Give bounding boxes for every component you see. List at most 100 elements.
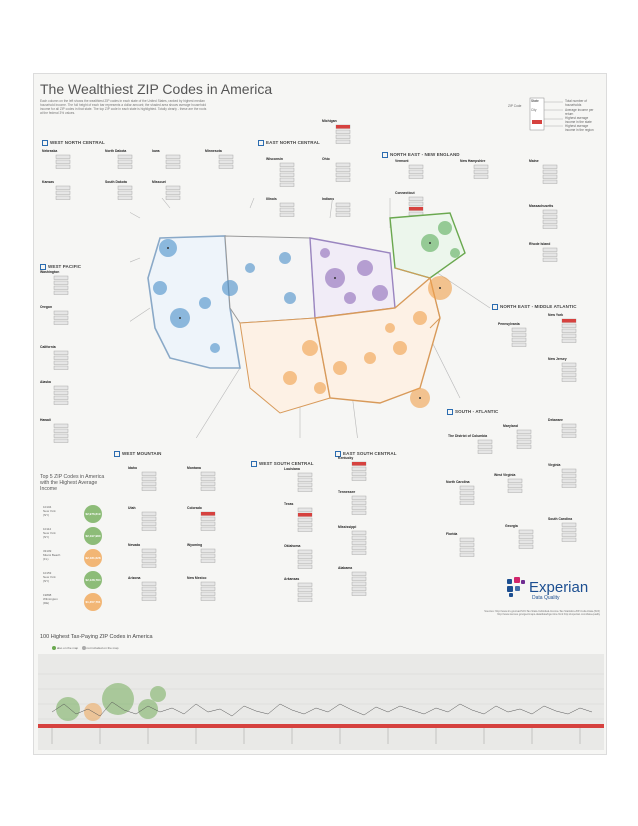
state-name: Utah — [128, 506, 136, 510]
state-name: South Carolina — [548, 517, 573, 521]
bottom-title: 100 Highest Tax-Paying ZIP Codes in Amer… — [40, 634, 153, 640]
state-tile: Alaska — [40, 380, 69, 396]
legend: State ZIP Code City Total number of hous… — [508, 96, 598, 140]
top5-bubble — [84, 527, 102, 545]
state-name: Minnesota — [205, 149, 222, 153]
state-name: New Mexico — [187, 576, 207, 580]
state-name: The District of Columbia — [448, 434, 488, 438]
state-tile: Maine — [529, 159, 558, 175]
top5-label: 10112 New York (NY) — [43, 527, 56, 539]
top5-bubble — [84, 505, 102, 523]
state-tile: Wisconsin — [266, 157, 295, 173]
state-tile: Alabama — [338, 566, 367, 582]
top5-value: $2,181,628 — [85, 556, 101, 560]
top5-value: $2,197,980 — [85, 534, 101, 538]
region-middle-atlantic: NORTH EAST - MIDDLE ATLANTIC — [492, 304, 577, 310]
state-tile: Kentucky — [338, 456, 367, 472]
state-name: Florida — [446, 532, 458, 536]
state-name: Alaska — [40, 380, 51, 384]
state-name: New Hampshire — [460, 159, 486, 163]
top5-bubble — [84, 549, 102, 567]
state-name: Delaware — [548, 418, 563, 422]
page-title: The Wealthiest ZIP Codes in America — [40, 81, 273, 97]
top5-label: 10153 New York (NY) — [43, 571, 56, 583]
legend-state: State — [531, 99, 539, 103]
state-tile: New York — [548, 313, 577, 329]
state-tile: Ohio — [322, 157, 351, 173]
state-tile: Hawaii — [40, 418, 69, 434]
state-name: Arizona — [128, 576, 141, 580]
brand-sub: Data Quality — [532, 595, 560, 601]
state-name: Colorado — [187, 506, 202, 510]
state-name: Nevada — [128, 543, 141, 547]
state-tile: South Carolina — [548, 517, 577, 533]
state-tile: Florida — [446, 532, 475, 548]
state-name: Georgia — [505, 524, 518, 528]
state-name: Wyoming — [187, 543, 203, 547]
state-name: Vermont — [395, 159, 409, 163]
state-name: Nebraska — [42, 149, 58, 153]
state-tile: North Carolina — [446, 480, 475, 496]
state-tile: Michigan — [322, 119, 351, 135]
bottom-strip-graphic — [38, 654, 604, 750]
intro-text: Each column on the left shows the wealth… — [40, 99, 207, 116]
bottom-legend: also on the map not included on the map — [52, 646, 118, 651]
top5-label: 19898 Wilmington (DE) — [43, 593, 58, 605]
state-tile: Indiana — [322, 197, 351, 213]
state-tile: Utah — [128, 506, 157, 522]
state-tile: Oklahoma — [284, 544, 313, 560]
state-name: South Dakota — [105, 180, 127, 184]
state-tile: Pennsylvania — [498, 322, 527, 338]
state-name: Missouri — [152, 180, 166, 184]
state-name: Texas — [284, 502, 294, 506]
region-east-north-central: EAST NORTH CENTRAL — [258, 140, 320, 146]
state-name: Rhode Island — [529, 242, 551, 246]
state-name: Ohio — [322, 157, 330, 161]
state-name: Hawaii — [40, 418, 51, 422]
state-tile: Vermont — [395, 159, 424, 175]
top5-heading: Top 5 ZIP Codes in America with the High… — [40, 474, 105, 492]
state-name: Pennsylvania — [498, 322, 520, 326]
region-west-south-central: WEST SOUTH CENTRAL — [251, 461, 314, 467]
state-tile: Illinois — [266, 197, 295, 213]
legend-item-region-high: Highest average income in the region — [565, 124, 594, 132]
experian-dots-icon — [507, 577, 525, 597]
top5-value: $2,128,784 — [85, 578, 101, 582]
state-tile: California — [40, 345, 69, 361]
state-tile: Tennessee — [338, 490, 367, 506]
state-name: Alabama — [338, 566, 353, 570]
legend-on: also on the map — [56, 646, 79, 650]
top5-row: 10153 New York (NY) $2,128,784 — [40, 570, 112, 590]
state-name: Connecticut — [395, 191, 415, 195]
region-east-south-central: EAST SOUTH CENTRAL — [335, 451, 397, 457]
state-tile: Colorado — [187, 506, 216, 522]
state-tile: Arizona — [128, 576, 157, 592]
state-name: Illinois — [266, 197, 277, 201]
legend-city: City — [531, 108, 537, 112]
state-tile: Missouri — [152, 180, 181, 196]
top5-label: 10104 New York (NY) — [43, 505, 56, 517]
state-tile: New Jersey — [548, 357, 577, 373]
state-name: Kansas — [42, 180, 55, 184]
top5-panel: Top 5 ZIP Codes in America with the High… — [40, 474, 112, 611]
top5-row: 33109 Miami Beach (FL) $2,181,628 — [40, 548, 112, 568]
legend-graphic — [529, 97, 563, 131]
state-tile: Wyoming — [187, 543, 216, 559]
state-name: Wisconsin — [266, 157, 283, 161]
state-name: Idaho — [128, 466, 138, 470]
top5-label: 33109 Miami Beach (FL) — [43, 549, 61, 561]
state-name: North Dakota — [105, 149, 127, 153]
region-west-pacific: WEST PACIFIC — [40, 264, 81, 270]
state-tile: Iowa — [152, 149, 181, 165]
state-tile: Arkansas — [284, 577, 313, 593]
state-name: Indiana — [322, 197, 334, 201]
region-west-north-central: WEST NORTH CENTRAL — [42, 140, 105, 146]
state-name: Maryland — [503, 424, 518, 428]
top5-bubble — [84, 593, 102, 611]
state-name: North Carolina — [446, 480, 470, 484]
state-tile: The District of Columbia — [448, 434, 498, 450]
state-name: Tennessee — [338, 490, 356, 494]
state-tile: South Dakota — [105, 180, 134, 196]
state-tile: Oregon — [40, 305, 69, 321]
state-name: Maine — [529, 159, 539, 163]
